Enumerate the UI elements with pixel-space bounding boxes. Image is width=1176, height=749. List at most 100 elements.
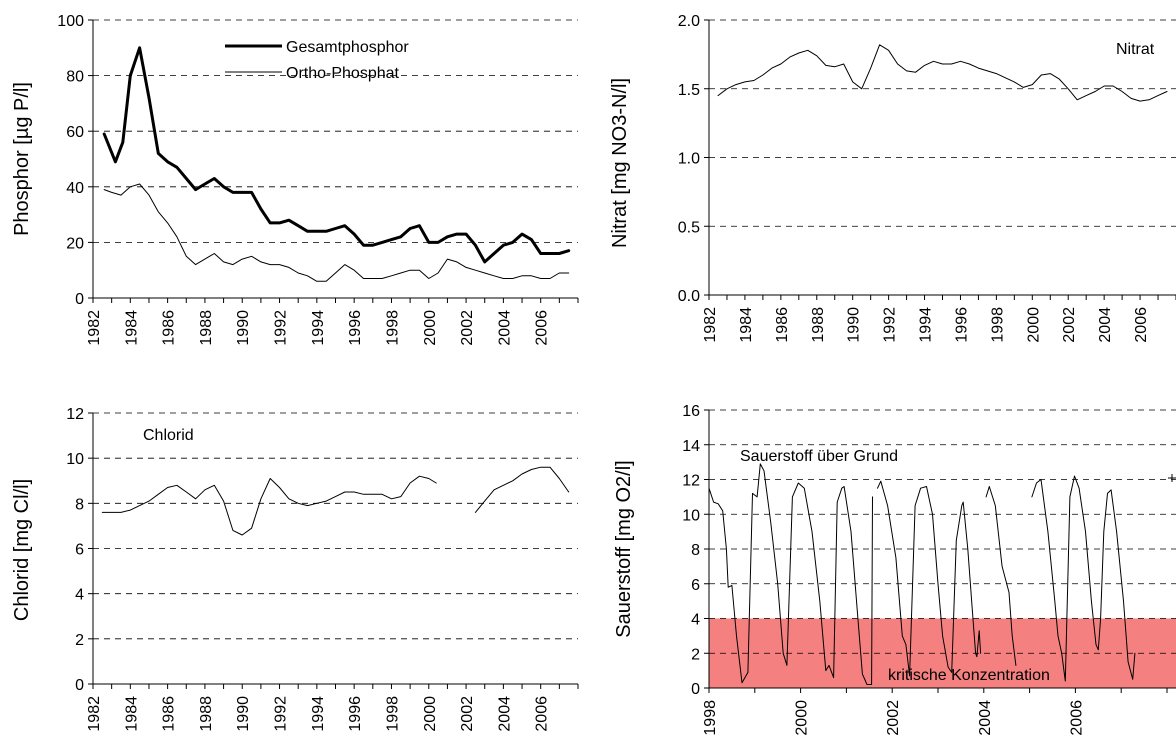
phosphor-y-tick-label: 40	[66, 180, 84, 197]
nitrat-x-tick-label: 1988	[810, 307, 827, 343]
chlorid-x-tick-label: 2006	[534, 696, 551, 732]
phosphor-x-tick-label: 2006	[534, 310, 551, 346]
chlorid-x-tick-label: 1982	[86, 696, 103, 732]
phosphor-x-tick-label: 1988	[198, 310, 215, 346]
chlorid-x-tick-label: 2004	[496, 696, 513, 732]
chlorid-y-tick-label: 6	[75, 542, 84, 559]
nitrat-x-ticks: 1982 1984 1986 1988 1990 1992 1994 1996 1998 2000…	[702, 295, 1176, 343]
nitrat-x-tick-label: 2004	[1097, 307, 1114, 343]
chlorid-y-tick-label: 4	[75, 587, 84, 604]
chlorid-x-tick-label: 1998	[384, 696, 401, 732]
chlorid-y-tick-label: 12	[66, 406, 84, 423]
sauerstoff-annotation: Sauerstoff über Grund	[740, 448, 898, 465]
nitrat-y-tick-label: 0.5	[678, 219, 700, 236]
nitrat-chart: 0.0 0.5 1.0 1.5 2.0 1982 1984 1986 1988 1990 1992…	[609, 13, 1176, 343]
legend-label-gesamtphosphor: Gesamtphosphor	[286, 39, 409, 56]
sauerstoff-x-tick-label: 2000	[794, 700, 811, 736]
phosphor-x-tick-label: 1986	[161, 310, 178, 346]
phosphor-x-tick-label: 2000	[422, 310, 439, 346]
nitrat-lines	[717, 44, 1168, 102]
phosphor-legend: Gesamtphosphor Ortho-Phosphat	[225, 39, 409, 82]
phosphor-y-axis-label: Phosphor [µg P/l]	[11, 82, 33, 236]
phosphor-y-tick-label: 80	[66, 69, 84, 86]
phosphor-x-tick-label: 1984	[123, 310, 140, 346]
phosphor-y-tick-label: 20	[66, 235, 84, 252]
phosphor-y-tick-label: 100	[57, 13, 84, 30]
phosphor-x-tick-label: 1990	[235, 310, 252, 346]
nitrat-y-tick-label: 2.0	[678, 13, 700, 30]
sauerstoff-x-tick-label: 1998	[702, 700, 719, 736]
nitrat-y-ticks: 0.0 0.5 1.0 1.5 2.0	[678, 13, 709, 305]
sauerstoff-y-tick-label: 16	[682, 403, 700, 420]
nitrat-y-axis-label: Nitrat [mg NO3-N/l]	[609, 78, 631, 248]
nitrat-x-tick-label: 2002	[1061, 307, 1078, 343]
chlorid-y-tick-label: 0	[75, 677, 84, 694]
phosphor-series-line-gesamtphosphor	[102, 46, 571, 264]
chlorid-x-tick-label: 2002	[459, 696, 476, 732]
chlorid-series-line-0	[474, 466, 570, 513]
nitrat-gridlines	[709, 19, 1176, 227]
chlorid-x-tick-label: 1992	[273, 696, 290, 732]
phosphor-y-tick-label: 60	[66, 124, 84, 141]
chlorid-lines	[101, 466, 570, 536]
chlorid-x-tick-label: 2000	[422, 696, 439, 732]
chlorid-y-ticks: 0 2 4 6 8 10 12	[66, 406, 93, 694]
sauerstoff-chart: 0 2 4 6 8 10 12 14 16 1998 2000 2002 2004 2006 Sauer…	[613, 403, 1176, 736]
sauerstoff-series-line-0	[709, 463, 873, 685]
nitrat-x-tick-label: 1998	[989, 307, 1006, 343]
sauerstoff-y-tick-label: 10	[682, 507, 700, 524]
sauerstoff-y-tick-label: 4	[691, 612, 700, 629]
sauerstoff-y-tick-label: 12	[682, 473, 700, 490]
chlorid-x-tick-label: 1990	[235, 696, 252, 732]
sauerstoff-x-tick-label: 2006	[1068, 700, 1085, 736]
phosphor-x-tick-label: 2004	[496, 310, 513, 346]
sauerstoff-x-tick-label: 2004	[977, 700, 994, 736]
phosphor-x-tick-label: 1982	[86, 310, 103, 346]
nitrat-y-tick-label: 1.0	[678, 151, 700, 168]
sauerstoff-x-ticks: 1998 2000 2002 2004 2006	[702, 688, 1168, 736]
sauerstoff-y-tick-label: 14	[682, 438, 700, 455]
nitrat-annotation: Nitrat	[1116, 41, 1155, 58]
chlorid-y-tick-label: 8	[75, 496, 84, 513]
nitrat-series-line-0	[717, 44, 1168, 102]
phosphor-x-tick-label: 1992	[273, 310, 290, 346]
chlorid-y-tick-label: 10	[66, 451, 84, 468]
phosphor-y-tick-label: 0	[75, 291, 84, 308]
chlorid-x-tick-label: 1994	[310, 696, 327, 732]
chlorid-gridlines	[93, 412, 578, 640]
chlorid-x-tick-label: 1996	[347, 696, 364, 732]
nitrat-y-tick-label: 1.5	[678, 82, 700, 99]
nitrat-x-tick-label: 1996	[953, 307, 970, 343]
phosphor-series-line-ortho-phosphat	[103, 183, 570, 282]
phosphor-x-tick-label: 1998	[384, 310, 401, 346]
phosphor-y-ticks: 0 20 40 60 80 100	[57, 13, 93, 308]
nitrat-x-tick-label: 2000	[1025, 307, 1042, 343]
phosphor-lines	[102, 46, 571, 282]
nitrat-x-tick-label: 1984	[738, 307, 755, 343]
sauerstoff-y-tick-label: 6	[691, 577, 700, 594]
nitrat-x-tick-label: 1990	[846, 307, 863, 343]
nitrat-x-tick-label: 2006	[1133, 307, 1150, 343]
sauerstoff-y-tick-label: 0	[691, 681, 700, 698]
sauerstoff-x-tick-label: 2002	[885, 700, 902, 736]
chlorid-x-ticks: 1982 1984 1986 1988 1990 1992 1994 1996 1998 2000…	[86, 684, 579, 732]
chlorid-x-tick-label: 1984	[123, 696, 140, 732]
chlorid-y-tick-label: 2	[75, 632, 84, 649]
sauerstoff-y-axis-label: Sauerstoff [mg O2/l]	[613, 460, 635, 638]
sauerstoff-y-tick-label: 2	[691, 646, 700, 663]
chlorid-series-line-0	[101, 475, 437, 536]
sauerstoff-y-tick-label: 8	[691, 542, 700, 559]
phosphor-x-tick-label: 2002	[459, 310, 476, 346]
sauerstoff-lines	[709, 463, 1136, 685]
sauerstoff-series-line-0	[1031, 475, 1136, 682]
legend-label-ortho-phosphat: Ortho-Phosphat	[286, 65, 400, 82]
chlorid-y-axis-label: Chlorid [mg Cl/l]	[11, 479, 33, 621]
nitrat-x-tick-label: 1994	[918, 307, 935, 343]
sauerstoff-gridlines	[709, 409, 1176, 654]
sauerstoff-series-line-0	[985, 486, 1017, 666]
chlorid-x-tick-label: 1986	[161, 696, 178, 732]
nitrat-y-tick-label: 0.0	[678, 288, 700, 305]
chlorid-x-tick-label: 1988	[198, 696, 215, 732]
